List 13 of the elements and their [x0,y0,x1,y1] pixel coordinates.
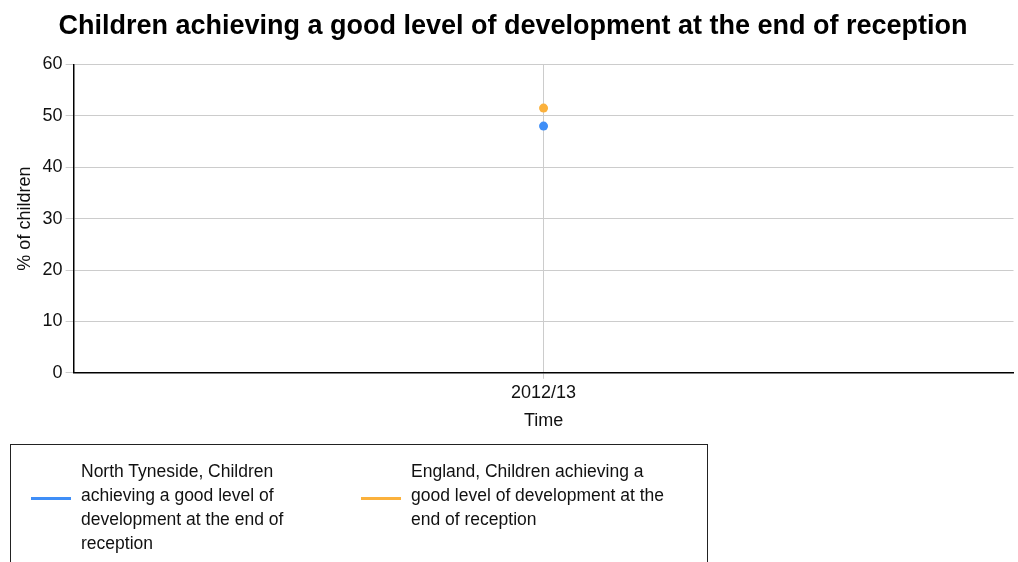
y-tick-label: 60 [42,53,63,74]
x-axis-title: Time [523,410,564,431]
y-tick-label: 10 [42,310,63,331]
y-tick-label: 30 [42,207,63,228]
x-tick-label: 2012/13 [511,381,577,402]
y-tick-label: 20 [42,258,63,279]
chart-title: Children achieving a good level of development at the end of reception [58,9,968,40]
y-tick-label: 50 [42,104,63,125]
y-tick-label: 40 [42,156,63,177]
legend-label: England, Children achieving a good level of development at the end of reception [411,460,665,531]
y-axis-title: % of children [13,166,34,271]
y-tick-label: 0 [52,361,63,382]
legend-label: North Tyneside, Children achieving a good level of development at the end of reception [81,460,285,555]
